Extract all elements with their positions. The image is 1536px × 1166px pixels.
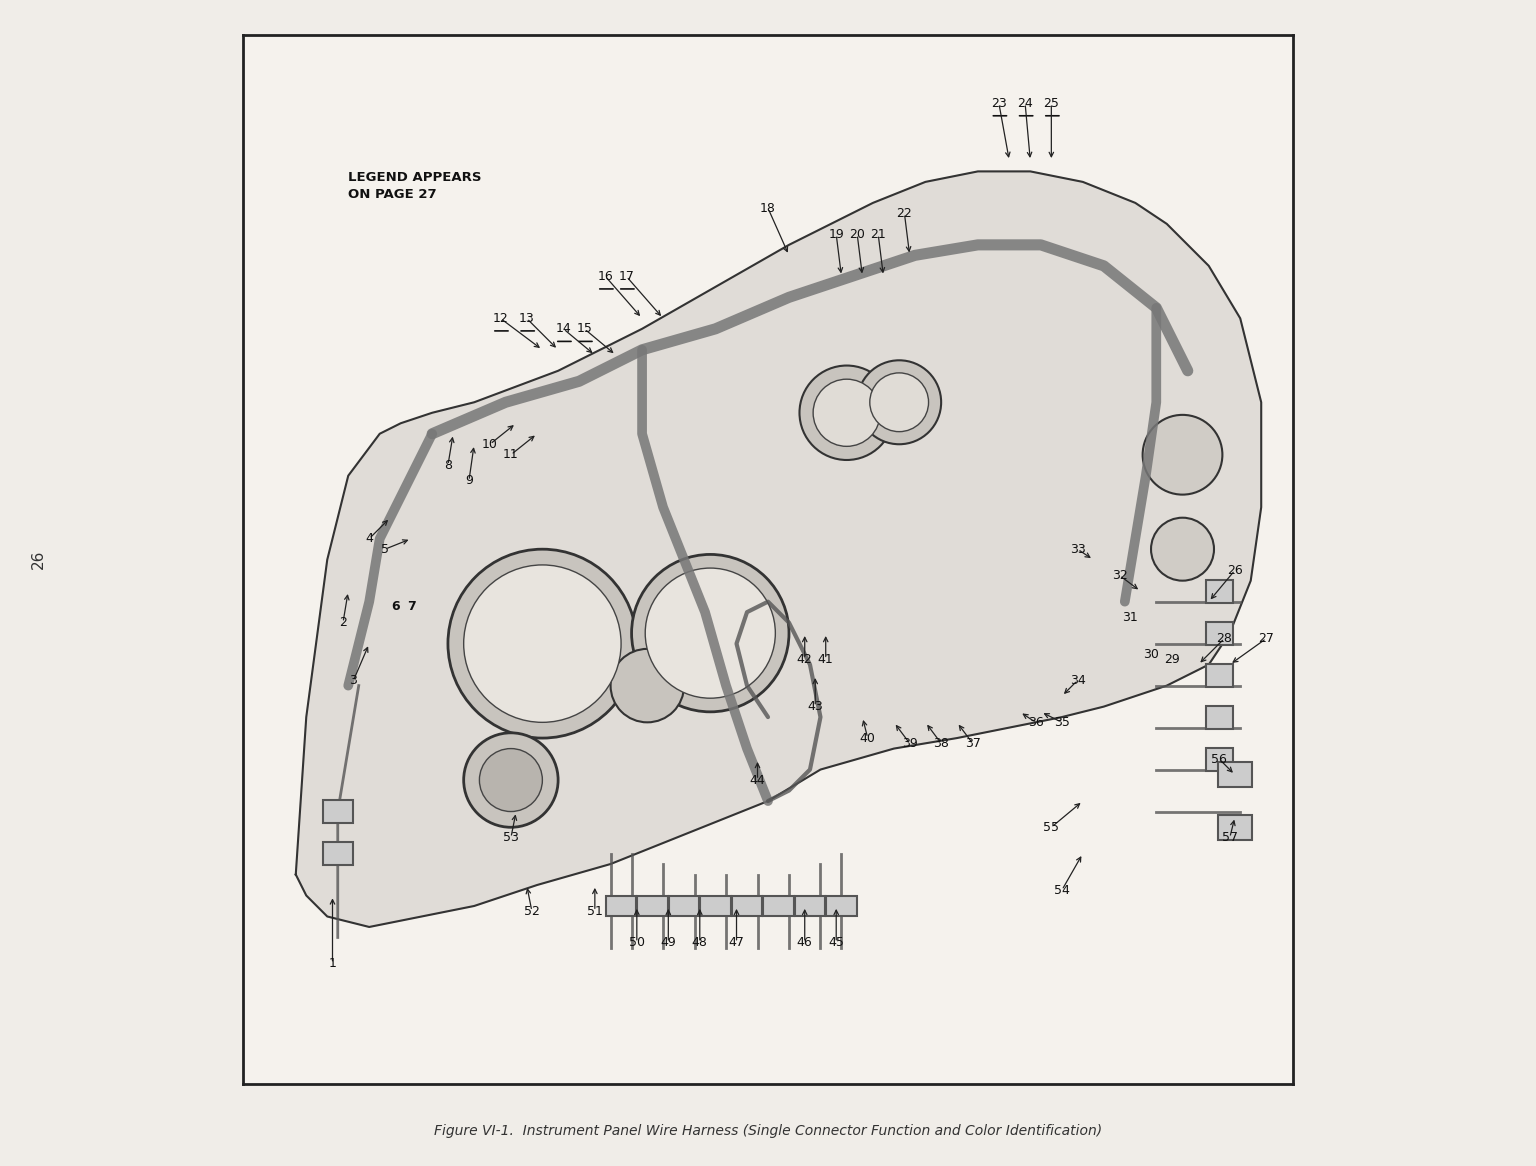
Text: 42: 42 <box>797 653 813 666</box>
Text: 28: 28 <box>1217 632 1232 645</box>
Circle shape <box>645 568 776 698</box>
Circle shape <box>464 564 621 722</box>
Text: 4: 4 <box>366 532 373 546</box>
Text: 50: 50 <box>628 936 645 949</box>
Text: 23: 23 <box>991 97 1006 110</box>
FancyBboxPatch shape <box>700 895 731 916</box>
FancyBboxPatch shape <box>1206 621 1233 645</box>
FancyBboxPatch shape <box>605 895 636 916</box>
Polygon shape <box>296 171 1261 927</box>
Text: Figure VI-1.  Instrument Panel Wire Harness (Single Connector Function and Color: Figure VI-1. Instrument Panel Wire Harne… <box>435 1124 1101 1138</box>
Text: 51: 51 <box>587 905 602 918</box>
Text: 41: 41 <box>817 653 834 666</box>
Circle shape <box>1150 518 1213 581</box>
Text: 3: 3 <box>350 674 358 687</box>
Circle shape <box>869 373 929 431</box>
Text: 37: 37 <box>965 737 980 750</box>
Text: 34: 34 <box>1069 674 1086 687</box>
Text: 57: 57 <box>1221 831 1238 844</box>
Text: 17: 17 <box>619 269 634 283</box>
Text: 8: 8 <box>444 458 452 472</box>
Text: 15: 15 <box>576 322 593 336</box>
Circle shape <box>464 732 558 828</box>
Text: 53: 53 <box>502 831 519 844</box>
Text: 2: 2 <box>339 616 347 630</box>
FancyBboxPatch shape <box>731 895 762 916</box>
Text: 31: 31 <box>1123 611 1138 624</box>
FancyBboxPatch shape <box>323 800 353 823</box>
FancyBboxPatch shape <box>763 895 794 916</box>
Circle shape <box>479 749 542 812</box>
Text: 49: 49 <box>660 936 676 949</box>
FancyBboxPatch shape <box>1206 580 1233 603</box>
FancyBboxPatch shape <box>1206 705 1233 729</box>
Circle shape <box>813 379 880 447</box>
Text: 25: 25 <box>1043 97 1060 110</box>
Text: 30: 30 <box>1143 647 1160 661</box>
FancyBboxPatch shape <box>1218 763 1252 787</box>
Text: 27: 27 <box>1258 632 1275 645</box>
Circle shape <box>631 554 790 711</box>
Text: 6: 6 <box>392 600 399 613</box>
Text: 5: 5 <box>381 542 389 556</box>
Text: 46: 46 <box>797 936 813 949</box>
Text: 52: 52 <box>524 905 539 918</box>
Text: 16: 16 <box>598 269 613 283</box>
FancyBboxPatch shape <box>637 895 668 916</box>
Text: 7: 7 <box>407 600 416 613</box>
Text: 29: 29 <box>1164 653 1180 666</box>
Text: 48: 48 <box>691 936 708 949</box>
Text: 13: 13 <box>519 311 535 325</box>
Text: 18: 18 <box>760 202 776 215</box>
Text: 24: 24 <box>1017 97 1034 110</box>
Text: 22: 22 <box>897 206 912 220</box>
Text: 10: 10 <box>482 437 498 451</box>
FancyBboxPatch shape <box>1206 663 1233 687</box>
Circle shape <box>857 360 942 444</box>
Text: 38: 38 <box>934 737 949 750</box>
Text: 39: 39 <box>902 737 917 750</box>
Text: 35: 35 <box>1054 716 1069 729</box>
FancyBboxPatch shape <box>323 842 353 865</box>
FancyBboxPatch shape <box>794 895 825 916</box>
Text: 33: 33 <box>1069 542 1086 556</box>
Circle shape <box>799 366 894 459</box>
Text: 20: 20 <box>849 227 865 241</box>
Text: 43: 43 <box>808 700 823 714</box>
Circle shape <box>611 648 684 722</box>
Text: 47: 47 <box>728 936 745 949</box>
Text: 32: 32 <box>1112 569 1127 582</box>
FancyBboxPatch shape <box>1206 747 1233 771</box>
Text: 56: 56 <box>1212 752 1227 766</box>
Text: 26: 26 <box>31 550 46 569</box>
Text: 14: 14 <box>556 322 571 336</box>
Text: 40: 40 <box>860 731 876 745</box>
Text: 45: 45 <box>828 936 845 949</box>
Text: 21: 21 <box>871 227 886 241</box>
Circle shape <box>1143 415 1223 494</box>
Text: 44: 44 <box>750 773 765 787</box>
Text: 11: 11 <box>502 448 519 462</box>
Text: 1: 1 <box>329 957 336 970</box>
Text: 55: 55 <box>1043 821 1060 834</box>
Text: LEGEND APPEARS
ON PAGE 27: LEGEND APPEARS ON PAGE 27 <box>349 171 482 202</box>
Text: 9: 9 <box>465 475 473 487</box>
Text: 19: 19 <box>828 227 845 241</box>
Text: 36: 36 <box>1028 716 1043 729</box>
FancyBboxPatch shape <box>826 895 857 916</box>
Text: 26: 26 <box>1227 563 1243 577</box>
Text: 54: 54 <box>1054 884 1069 897</box>
Circle shape <box>449 549 637 738</box>
FancyBboxPatch shape <box>668 895 699 916</box>
Text: 12: 12 <box>493 311 508 325</box>
FancyBboxPatch shape <box>1218 815 1252 840</box>
